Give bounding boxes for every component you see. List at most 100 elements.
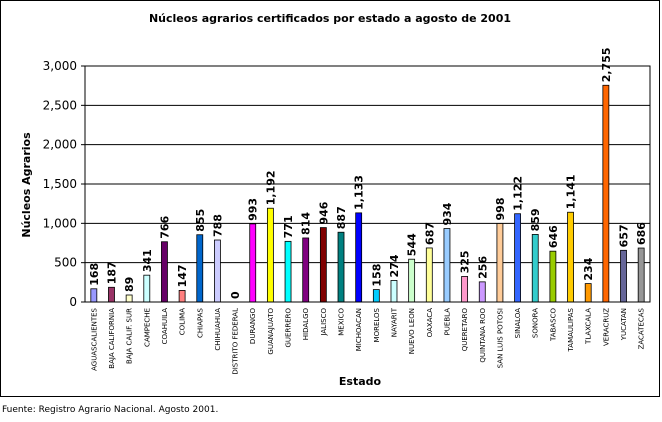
category-label: YUCATAN: [620, 308, 628, 341]
bar: [266, 207, 274, 303]
data-label: 1,141: [565, 174, 578, 209]
data-label: 686: [635, 222, 648, 245]
category-label: QUINTANA ROO: [479, 308, 487, 363]
category-label: TLAXCALA: [585, 308, 593, 345]
category-label: TAMAULIPAS: [567, 307, 575, 352]
data-label: 187: [105, 261, 118, 284]
category-labels: AGUASCALIENTES BAJA CALIFORNIA BAJA CALIF.…: [90, 307, 645, 374]
category-label: DURANGO: [249, 308, 257, 345]
bar: [125, 294, 133, 303]
data-label: 341: [141, 249, 154, 272]
data-label: 147: [176, 264, 189, 287]
bar: [337, 231, 345, 303]
y-tick-label: 1,500: [43, 177, 77, 191]
category-label: MEXICO: [338, 308, 346, 336]
bar: [196, 234, 204, 303]
bar: [355, 212, 363, 303]
bar: [390, 280, 398, 303]
category-label: CHIHUAHUA: [214, 308, 222, 351]
data-label: 274: [388, 254, 401, 277]
value-labels: 168 187 89 341 766 147 855 788 0 993 1,192 771 814 94…: [88, 47, 648, 299]
data-label: 325: [459, 250, 472, 273]
category-label: MORELOS: [373, 307, 381, 342]
data-label: 887: [335, 206, 348, 229]
data-label: 771: [282, 215, 295, 238]
y-tick-label: 2,500: [43, 98, 77, 112]
category-label: BAJA CALIFORNIA: [108, 308, 116, 369]
category-label: AGUASCALIENTES: [90, 307, 98, 370]
bar: [443, 228, 451, 303]
bar: [214, 239, 221, 303]
bar: [249, 223, 257, 303]
data-label: 234: [582, 257, 595, 280]
bar-chart: Núcleos agrarios certificados por estado…: [20, 12, 651, 388]
category-label: HIDALGO: [302, 308, 310, 341]
bar: [478, 281, 486, 303]
category-label: BAJA CALIF. SUR: [126, 308, 134, 364]
category-label: DISTRITO FEDERAL: [232, 308, 240, 375]
bar: [302, 237, 310, 303]
category-label: QUERETARO: [461, 308, 469, 352]
bar: [178, 290, 186, 303]
category-label: COAHUILA: [161, 308, 169, 345]
data-label: 1,133: [353, 175, 366, 210]
data-label: 687: [423, 222, 436, 245]
data-label: 859: [529, 208, 542, 231]
data-label: 946: [317, 201, 330, 224]
bar: [514, 213, 521, 303]
y-tick-label: 500: [54, 256, 77, 270]
chart-title: Núcleos agrarios certificados por estado…: [149, 12, 511, 25]
bar: [143, 274, 151, 303]
plot-area: [84, 65, 651, 303]
bar: [496, 223, 504, 303]
bars: [90, 84, 645, 303]
category-label: SAN LUIS POTOSI: [496, 308, 504, 368]
bar: [425, 247, 433, 303]
category-label: SINALOA: [514, 308, 522, 339]
bar: [567, 211, 574, 303]
bar: [584, 283, 592, 303]
data-label: 0: [229, 291, 242, 299]
bar: [602, 84, 610, 303]
data-label: 657: [618, 224, 631, 247]
bar: [461, 276, 469, 303]
data-label: 1,122: [512, 176, 525, 211]
bar: [90, 288, 98, 303]
category-label: COLIMA: [179, 308, 187, 335]
category-label: JALISCO: [320, 308, 328, 337]
y-axis-title: Núcleos Agrarios: [20, 132, 33, 238]
data-label: 2,755: [600, 47, 613, 82]
bar: [372, 289, 380, 303]
y-tick-label: 2,000: [43, 138, 77, 152]
data-label: 766: [158, 215, 171, 238]
data-label: 934: [441, 202, 454, 225]
category-label: PUEBLA: [443, 308, 451, 336]
data-label: 168: [88, 263, 101, 286]
bar: [108, 286, 115, 303]
data-label: 855: [194, 209, 207, 232]
data-label: 256: [476, 256, 489, 279]
bar: [531, 234, 539, 303]
data-label: 544: [406, 233, 419, 256]
bar: [549, 250, 557, 303]
y-axis-ticks: 0 500 1,000 1,500 2,000 2,500 3,000: [43, 59, 85, 309]
category-label: OAXACA: [426, 308, 434, 338]
category-label: CAMPECHE: [143, 308, 151, 347]
y-tick-label: 3,000: [43, 59, 77, 73]
data-label: 646: [547, 225, 560, 248]
y-tick-label: 0: [69, 295, 77, 309]
bar: [161, 241, 168, 303]
data-label: 998: [494, 198, 507, 221]
bar: [319, 227, 327, 303]
category-label: MICHOACAN: [355, 308, 363, 351]
data-label: 814: [300, 212, 313, 235]
y-tick-label: 1,000: [43, 216, 77, 230]
source-note: Fuente: Registro Agrario Nacional. Agost…: [2, 405, 219, 415]
category-label: ZACATECAS: [638, 307, 646, 349]
data-label: 788: [211, 214, 224, 237]
bar: [620, 249, 627, 303]
category-label: NUEVO LEON: [408, 308, 416, 354]
bar: [408, 258, 416, 303]
data-label: 993: [247, 198, 260, 221]
category-label: NAYARIT: [390, 307, 398, 337]
